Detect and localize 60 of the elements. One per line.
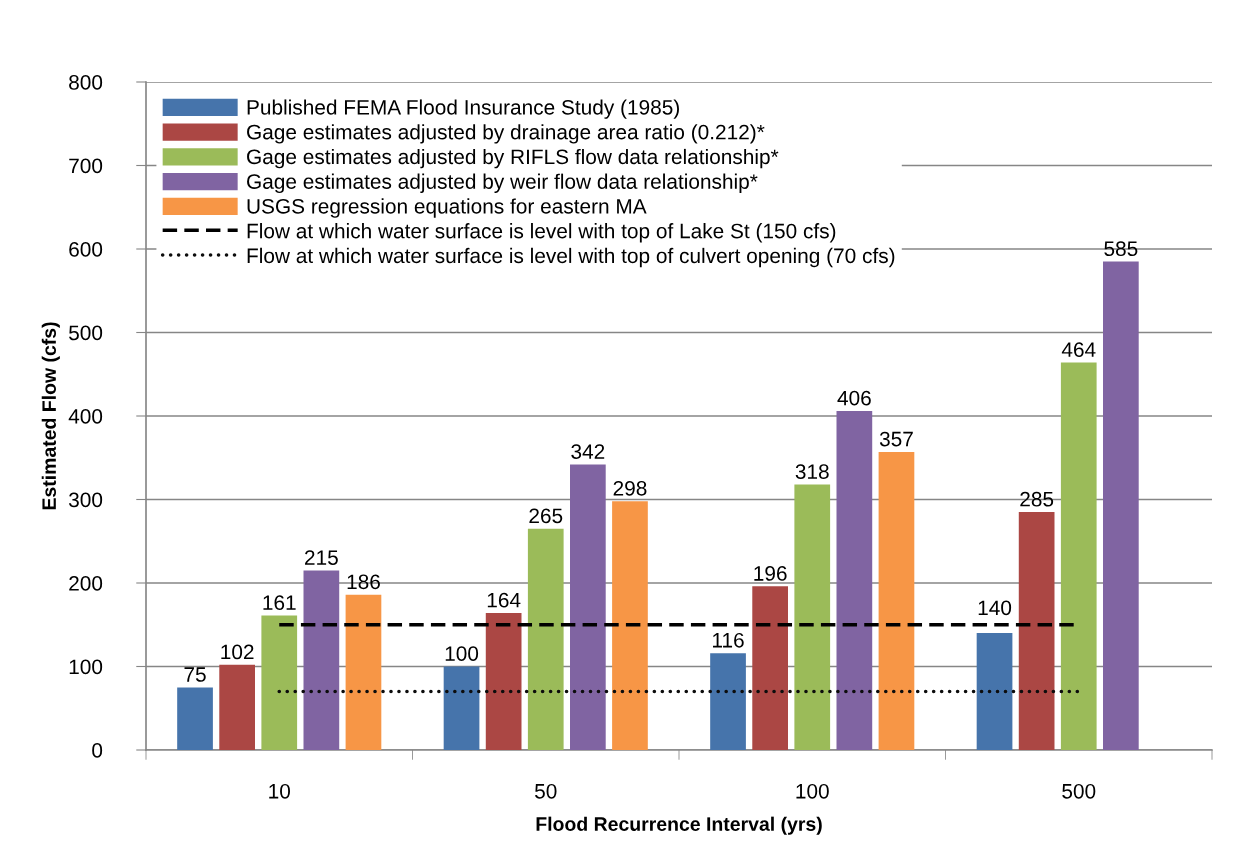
- bar: [570, 464, 606, 750]
- bar: [527, 528, 564, 750]
- bar: [303, 570, 340, 750]
- data-label: 196: [754, 566, 787, 581]
- data-label: 585: [1104, 241, 1138, 257]
- y-tick-label: 800: [69, 75, 103, 90]
- bar: [878, 451, 915, 750]
- x-tick-label: 50: [535, 783, 557, 799]
- data-label: 116: [713, 632, 744, 648]
- legend-label: Gage estimates adjusted by RIFLS flow data relationship*: [247, 148, 779, 169]
- legend-label: Flow at which water surface is level with top of culvert opening (70 cfs): [247, 247, 895, 268]
- legend-label: Gage estimates adjusted by weir flow data relationship*: [247, 173, 758, 194]
- bar: [752, 586, 788, 750]
- y-tick-label: 600: [69, 242, 103, 257]
- x-tick-label: 500: [1062, 783, 1096, 799]
- bar: [1103, 261, 1139, 750]
- y-axis-title: Estimated Flow (cfs): [41, 322, 60, 510]
- data-label: 186: [347, 574, 380, 590]
- bar: [1018, 512, 1055, 750]
- y-tick-label: 0: [92, 743, 103, 758]
- y-tick-label: 300: [68, 492, 103, 508]
- x-tick-label: 10: [269, 783, 291, 799]
- data-label: 342: [571, 444, 605, 459]
- bar: [485, 613, 522, 750]
- bar: [836, 410, 873, 750]
- bar: [219, 664, 255, 750]
- data-label: 318: [795, 464, 829, 479]
- bar: [177, 687, 213, 750]
- data-label: 100: [445, 646, 479, 661]
- y-tick-label: 500: [69, 325, 103, 341]
- x-axis-title: Flood Recurrence Interval (yrs): [536, 816, 822, 835]
- y-tick-label: 100: [69, 659, 103, 675]
- y-tick-label: 200: [69, 576, 103, 591]
- data-label: 102: [221, 644, 254, 660]
- bar: [345, 594, 382, 750]
- legend-label: Gage estimates adjusted by drainage area ratio (0.212)*: [247, 124, 765, 144]
- data-label: 298: [613, 480, 647, 496]
- bar: [976, 633, 1013, 750]
- data-label: 265: [529, 508, 563, 524]
- legend-label: Published FEMA Flood Insurance Study (1985): [247, 99, 679, 119]
- data-label: 406: [837, 390, 871, 406]
- bar: [710, 653, 746, 750]
- bar: [261, 615, 298, 750]
- y-tick-label: 400: [68, 409, 103, 424]
- data-label: 464: [1061, 342, 1096, 358]
- data-label: 215: [305, 550, 338, 565]
- legend-label: Flow at which water surface is level with top of Lake St (150 cfs): [247, 223, 836, 243]
- data-label: 357: [879, 431, 913, 447]
- data-label: 161: [263, 595, 296, 611]
- y-tick-label: 700: [69, 158, 103, 174]
- data-label: 140: [978, 600, 1012, 616]
- data-label: 285: [1020, 491, 1054, 507]
- bar: [794, 484, 831, 750]
- data-label: 75: [184, 667, 206, 682]
- bar: [1060, 362, 1097, 750]
- x-tick-label: 100: [796, 783, 829, 799]
- bar: [612, 501, 648, 750]
- legend-label: USGS regression equations for eastern MA: [247, 198, 647, 218]
- data-label: 164: [487, 592, 521, 608]
- bar: [443, 666, 480, 750]
